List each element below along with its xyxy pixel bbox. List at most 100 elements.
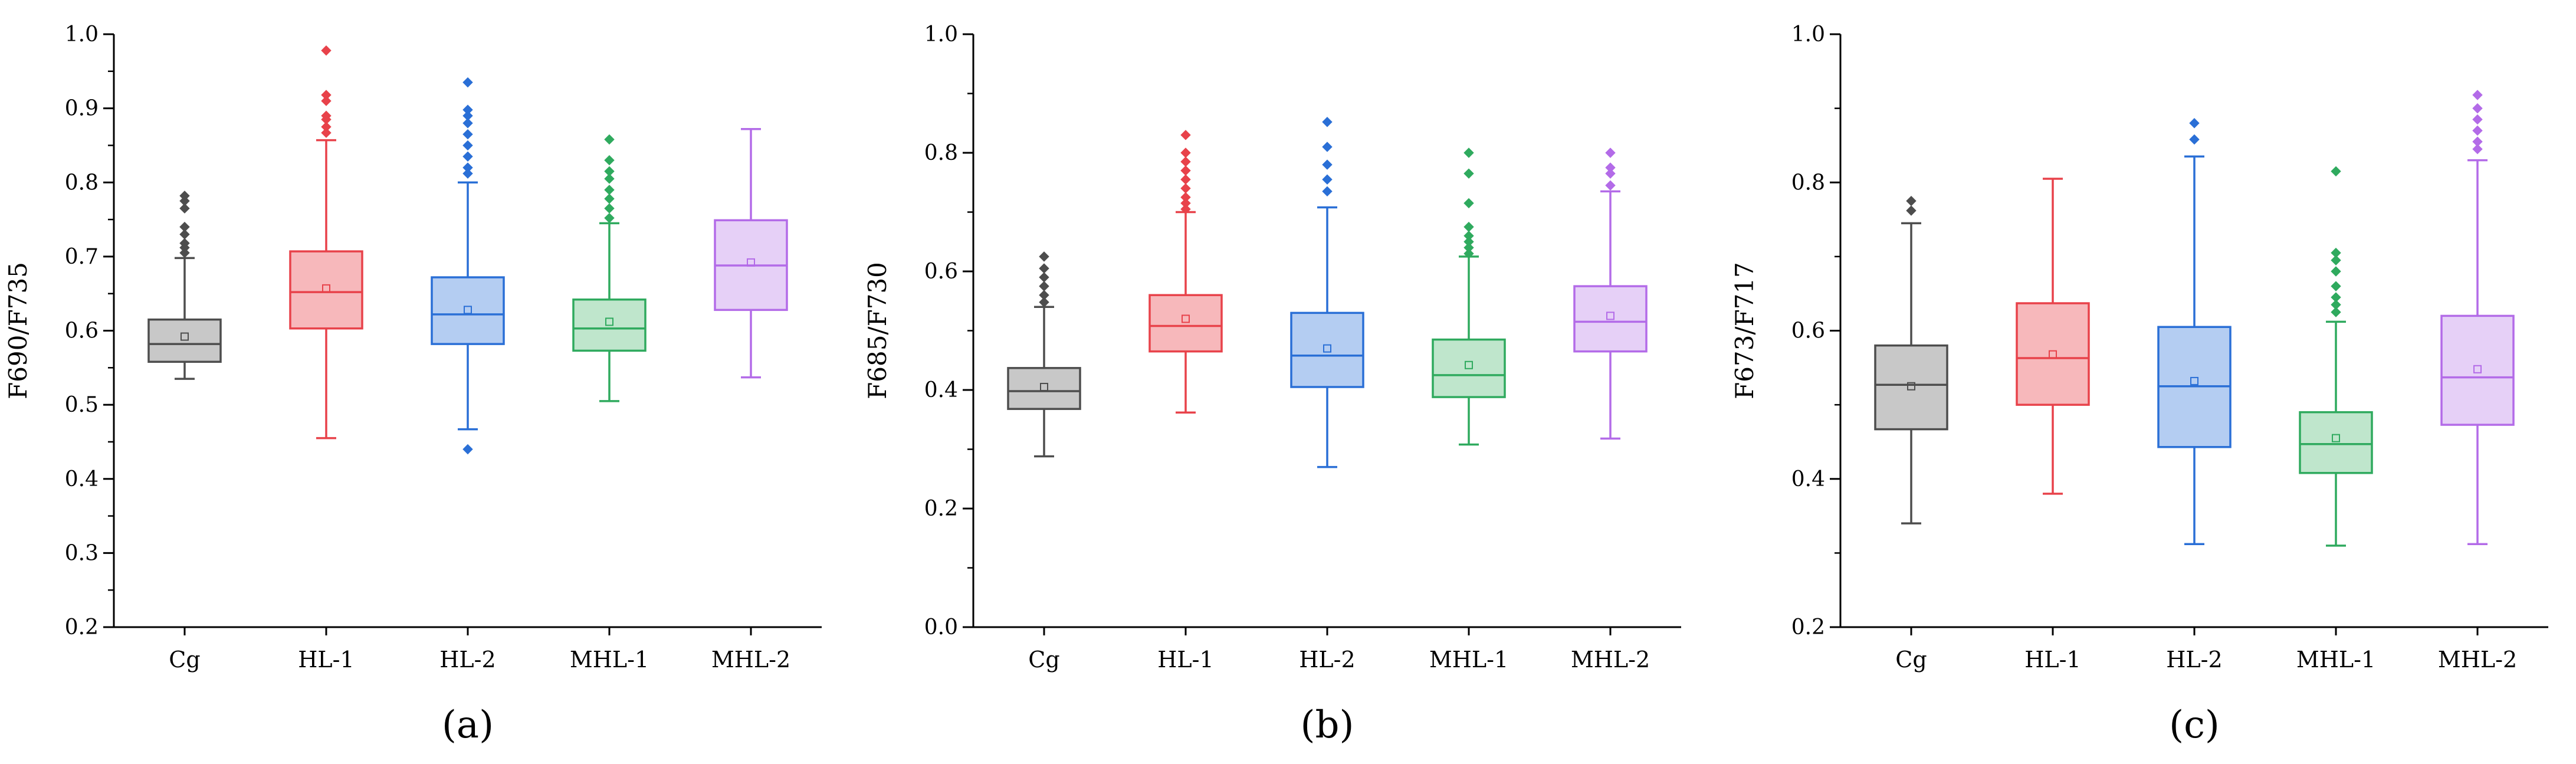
outlier-point [321,127,332,138]
y-axis-title: F690/F735 [4,262,32,399]
mean-marker [464,306,472,314]
outlier-point [462,77,473,88]
y-axis-title: F685/F730 [863,262,892,399]
outlier-point [179,238,190,248]
x-tick-label: HL-1 [2024,647,2081,673]
outlier-point [1906,195,1917,206]
mean-marker [2049,350,2057,359]
x-tick-label: MHL-1 [570,647,649,673]
outlier-point [2472,90,2483,100]
mean-marker [747,258,755,267]
outlier-point [1906,205,1917,216]
chart-panel-3: 0.2 0.4 0.6 0.8 1.0 F673/F717 Cg HL-1 HL-2 MHL-1 M… [1730,22,2548,747]
x-tick-label: Cg [1028,647,1059,673]
box-iqr [2016,302,2090,406]
y-tick-label: 1.0 [924,22,958,47]
outlier-point [2331,281,2341,291]
outlier-point [462,118,473,129]
outlier-point [321,45,332,56]
y-axis-title: F673/F717 [1730,262,1759,399]
box-hl-1 [1148,130,1223,414]
x-tick-label: HL-1 [1157,647,1213,673]
outlier-point [462,151,473,162]
mean-marker [2473,365,2482,373]
outlier-point [1322,174,1333,185]
outlier-point [1605,147,1616,158]
y-tick-label: 0.9 [65,97,99,121]
outlier-point [1180,130,1191,140]
y-tick-label: 0.6 [924,260,958,284]
outlier-point [179,221,190,232]
x-tick-label: Cg [169,647,200,673]
outlier-point [1463,242,1474,253]
y-tick-label: 0.0 [924,615,958,640]
box-mhl-2 [1573,147,1648,440]
outlier-point [462,104,473,115]
outlier-point [2189,118,2200,129]
outlier-point [1039,281,1049,291]
x-tick-label: MHL-2 [1571,647,1650,673]
outlier-point [462,140,473,151]
outlier-point [1322,142,1333,152]
outlier-point [2189,134,2200,145]
outlier-point [1039,297,1049,307]
box-mhl-1 [1432,147,1506,446]
y-tick-label: 0.2 [1791,615,1825,640]
outlier-point [1605,162,1616,173]
outlier-point [179,247,190,258]
mean-marker [1465,360,1473,369]
outlier-point [1180,198,1191,209]
outlier-point [2472,103,2483,114]
x-tick-label: HL-2 [2166,647,2222,673]
outlier-point [1605,180,1616,191]
outlier-point [1463,198,1474,209]
outlier-point [604,173,615,184]
x-tick-label: HL-2 [1299,647,1355,673]
outlier-point [2331,255,2341,265]
mean-marker [1182,314,1190,323]
chart-panel-2: 0.0 0.2 0.4 0.6 0.8 1.0 F685/F730 Cg HL-1 HL-2 MHL… [863,22,1681,747]
outlier-point [604,185,615,195]
box-iqr [1573,285,1648,353]
box-hl-2 [2157,118,2232,546]
y-tick-label: 0.5 [65,393,99,417]
outlier-point [604,134,615,145]
box-hl-1 [2016,178,2090,495]
mean-marker [2332,434,2340,442]
y-tick-label: 0.7 [65,245,99,269]
mean-marker [181,332,189,341]
box-mhl-1 [2299,166,2373,547]
x-tick-label: MHL-1 [2296,647,2375,673]
outlier-point [1463,237,1474,247]
outlier-point [1180,165,1191,176]
outlier-point [1039,251,1049,262]
chart-panel-1: 0.2 0.3 0.4 0.5 0.6 0.7 0.8 0.9 1.0 F690/F735 Cg HL… [4,22,822,747]
outlier-point [1463,147,1474,158]
outlier-point [1039,263,1049,274]
outlier-point [1322,117,1333,127]
outlier-point [462,444,473,455]
outlier-point [462,162,473,173]
mean-marker [1040,382,1048,391]
outlier-point [604,194,615,204]
outlier-point [321,90,332,100]
outlier-point [2331,247,2341,258]
mean-marker [1907,382,1915,391]
box-cg [1874,195,1948,524]
x-tick-label: MHL-1 [1429,647,1508,673]
box-iqr [1874,344,1948,431]
outlier-point [1180,183,1191,194]
outlier-point [604,155,615,166]
outlier-point [179,203,190,214]
outlier-point [2331,292,2341,303]
box-iqr [2440,314,2515,426]
y-tick-label: 1.0 [65,22,99,47]
outlier-point [1463,221,1474,232]
y-tick-label: 0.8 [924,141,958,165]
outlier-point [321,110,332,121]
outlier-point [2472,114,2483,125]
outlier-point [321,122,332,132]
x-tick-label: HL-1 [298,647,354,673]
outlier-point [1463,168,1474,179]
outlier-point [179,229,190,240]
